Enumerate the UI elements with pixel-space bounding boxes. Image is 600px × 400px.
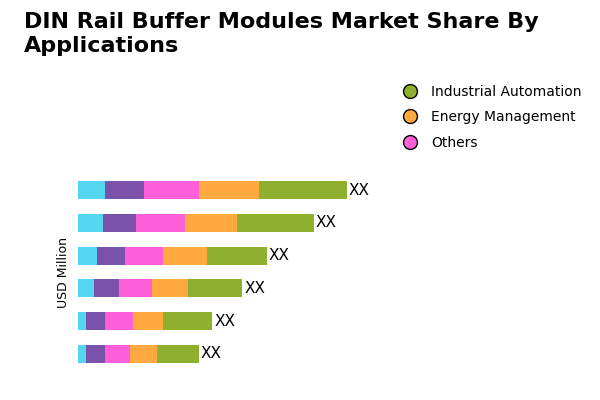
Bar xyxy=(157,345,199,363)
Bar xyxy=(188,279,242,297)
Text: XX: XX xyxy=(244,281,265,296)
Text: XX: XX xyxy=(200,346,221,362)
Bar xyxy=(199,181,259,199)
Bar xyxy=(130,345,157,363)
Bar xyxy=(94,279,119,297)
Text: XX: XX xyxy=(214,314,235,329)
Bar xyxy=(163,247,207,265)
Bar xyxy=(97,247,125,265)
Text: DIN Rail Buffer Modules Market Share By
Applications: DIN Rail Buffer Modules Market Share By … xyxy=(24,12,539,56)
Bar xyxy=(86,345,106,363)
Bar xyxy=(78,312,86,330)
Bar xyxy=(103,214,136,232)
Bar xyxy=(78,181,106,199)
Text: XX: XX xyxy=(316,215,337,230)
Bar xyxy=(106,345,130,363)
Y-axis label: USD Million: USD Million xyxy=(56,236,70,308)
Bar xyxy=(119,279,152,297)
Bar xyxy=(144,181,199,199)
Bar xyxy=(106,312,133,330)
Bar xyxy=(125,247,163,265)
Bar xyxy=(78,247,97,265)
Bar xyxy=(152,279,188,297)
Bar xyxy=(185,214,237,232)
Text: XX: XX xyxy=(269,248,290,263)
Bar xyxy=(78,214,103,232)
Bar xyxy=(237,214,314,232)
Bar xyxy=(86,312,106,330)
Bar xyxy=(163,312,212,330)
Bar xyxy=(133,312,163,330)
Bar xyxy=(259,181,347,199)
Text: XX: XX xyxy=(349,182,370,198)
Legend: Industrial Automation, Energy Management, Others: Industrial Automation, Energy Management… xyxy=(391,79,587,156)
Bar xyxy=(136,214,185,232)
Bar xyxy=(106,181,144,199)
Bar xyxy=(78,345,86,363)
Bar xyxy=(78,279,94,297)
Bar xyxy=(207,247,267,265)
